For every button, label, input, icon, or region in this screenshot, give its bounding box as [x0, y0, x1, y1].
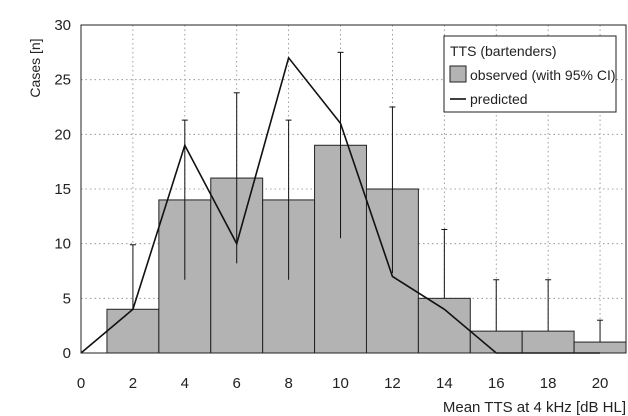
x-tick-labels: 0 2 4 6 8 10 12 14 16 18 20: [77, 375, 609, 392]
x-tick-label: 12: [384, 375, 401, 392]
x-tick-label: 4: [181, 375, 189, 392]
x-tick-label: 18: [540, 375, 557, 392]
y-axis-label: Cases [n]: [27, 38, 43, 97]
legend: TTS (bartenders) observed (with 95% CI) …: [443, 35, 617, 113]
x-tick-label: 16: [488, 375, 505, 392]
legend-observed-label: observed (with 95% CI): [470, 67, 616, 83]
x-tick-label: 14: [436, 375, 453, 392]
x-tick-label: 10: [332, 375, 349, 392]
y-tick-label: 25: [54, 72, 71, 89]
legend-title: TTS (bartenders): [450, 43, 557, 59]
legend-predicted-label: predicted: [470, 91, 528, 107]
bar-observed: [573, 341, 627, 354]
y-tick-label: 15: [54, 181, 71, 198]
x-tick-label: 20: [592, 375, 609, 392]
legend-box: [443, 35, 617, 113]
y-tick-label: 0: [63, 345, 71, 362]
bar-observed: [521, 330, 575, 354]
y-tick-label: 10: [54, 236, 71, 253]
y-tick-label: 30: [54, 17, 71, 34]
y-tick-label: 5: [63, 290, 71, 307]
x-tick-label: 0: [77, 375, 85, 392]
x-tick-label: 2: [129, 375, 137, 392]
x-tick-label: 6: [233, 375, 241, 392]
y-tick-label: 20: [54, 126, 71, 143]
y-tick-labels: 0 5 10 15 20 25 30: [54, 17, 71, 362]
plot-frame: [80, 24, 627, 354]
x-axis-label: Mean TTS at 4 kHz [dB HL]: [443, 399, 626, 416]
x-tick-label: 8: [284, 375, 292, 392]
ci-error-bars: [129, 51, 604, 343]
bar-observed: [417, 297, 471, 354]
bar-observed: [469, 330, 523, 354]
bar-observed: [106, 308, 160, 354]
legend-observed-swatch: [449, 65, 467, 83]
